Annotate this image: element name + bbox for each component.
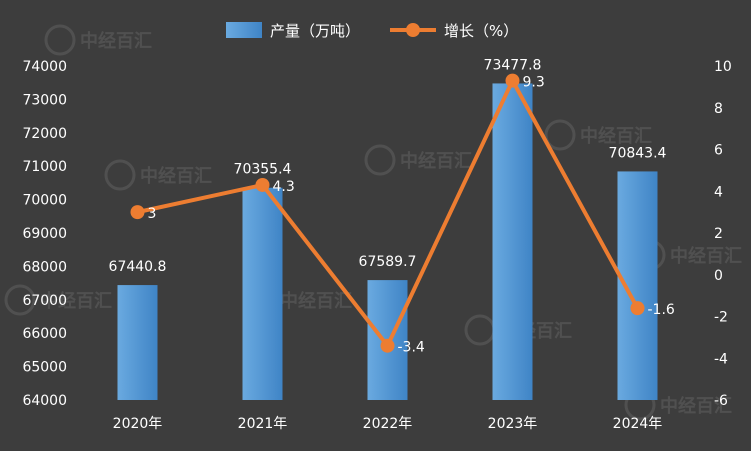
watermark-circle [364, 144, 396, 176]
x-axis-tick-label: 2023年 [488, 416, 538, 432]
bar-data-label: 67589.7 [359, 254, 417, 270]
left-axis-tick-label: 70000 [22, 193, 67, 209]
right-axis-tick-label: -2 [714, 310, 728, 326]
line-point [255, 177, 270, 192]
right-axis-tick-label: 6 [714, 143, 723, 159]
bar [117, 285, 158, 400]
left-axis-tick-label: 67000 [22, 293, 67, 309]
bar [242, 187, 283, 400]
left-axis-tick-label: 72000 [22, 126, 67, 142]
line-data-label: 4.3 [273, 179, 295, 195]
left-axis-tick-label: 66000 [22, 326, 67, 342]
legend-bar-swatch [226, 22, 262, 38]
left-axis-tick-label: 68000 [22, 259, 67, 275]
watermark-text: 中经百汇 [660, 395, 732, 417]
watermark-text: 中经百汇 [40, 290, 112, 312]
x-axis-tick-label: 2022年 [363, 416, 413, 432]
line-data-label: -3.4 [398, 340, 425, 356]
line-data-label: 3 [148, 206, 157, 222]
right-axis-tick-label: -6 [714, 393, 728, 409]
watermark-logo: 中经百汇 [364, 144, 472, 176]
watermark-text: 中经百汇 [580, 125, 652, 147]
watermark-text: 中经百汇 [80, 30, 152, 52]
watermark-logo: 中经百汇 [44, 24, 152, 56]
legend-line-marker [406, 23, 420, 37]
right-axis-ticks: -6 -4 -2 0 2 4 6 8 10 [714, 59, 732, 409]
watermark-text: 中经百汇 [670, 245, 742, 267]
line-data-label: -1.6 [648, 302, 675, 318]
right-axis-tick-label: 8 [714, 101, 723, 117]
left-axis-tick-label: 64000 [22, 393, 67, 409]
bar-data-label: 73477.8 [484, 57, 542, 73]
legend-bar-label: 产量（万吨） [270, 22, 360, 40]
right-axis-tick-label: 0 [714, 268, 723, 284]
watermark-text: 中经百汇 [280, 290, 352, 312]
right-axis-tick-label: 2 [714, 226, 723, 242]
line-data-label: 9.3 [523, 75, 545, 91]
left-axis-ticks: 64000 65000 66000 67000 68000 69000 70000 71000… [22, 59, 67, 409]
watermark-circle [104, 159, 136, 191]
watermark-circle [44, 24, 76, 56]
right-axis-tick-label: -4 [714, 351, 728, 367]
watermark-text: 中经百汇 [140, 165, 212, 187]
bar-data-label: 70355.4 [234, 162, 292, 178]
left-axis-tick-label: 65000 [22, 360, 67, 376]
watermark-text: 中经百汇 [400, 150, 472, 172]
left-axis-tick-label: 69000 [22, 226, 67, 242]
watermark-logo: 中经百汇 [104, 159, 212, 191]
x-axis-tick-label: 2021年 [238, 416, 288, 432]
bar [492, 83, 533, 401]
line-point [380, 338, 395, 353]
watermark-logo: 中经百汇 [544, 119, 652, 151]
line-point [130, 205, 145, 220]
line-point [505, 73, 520, 88]
left-axis-tick-label: 71000 [22, 159, 67, 175]
left-axis-tick-label: 73000 [22, 92, 67, 108]
bar-data-label: 70843.4 [609, 145, 667, 161]
bar-series: 67440.8 70355.4 67589.7 73477.8 70843.4 [109, 57, 667, 401]
right-axis-tick-label: 4 [714, 184, 723, 200]
watermark-logo: 中经百汇 [4, 284, 112, 316]
bar-data-label: 67440.8 [109, 259, 167, 275]
line-series: 3 4.3 -3.4 9.3 -1.6 [130, 73, 675, 356]
right-axis-tick-label: 10 [714, 59, 732, 75]
watermark-circle [544, 119, 576, 151]
x-axis-tick-label: 2024年 [613, 416, 663, 432]
left-axis-tick-label: 74000 [22, 59, 67, 75]
watermark-circle [4, 284, 36, 316]
legend-line-label: 增长（%） [444, 22, 518, 40]
line-point [630, 301, 645, 316]
legend: 产量（万吨） 增长（%） [226, 22, 518, 40]
x-axis-ticks: 2020年 2021年 2022年 2023年 2024年 [113, 416, 663, 432]
x-axis-tick-label: 2020年 [113, 416, 163, 432]
